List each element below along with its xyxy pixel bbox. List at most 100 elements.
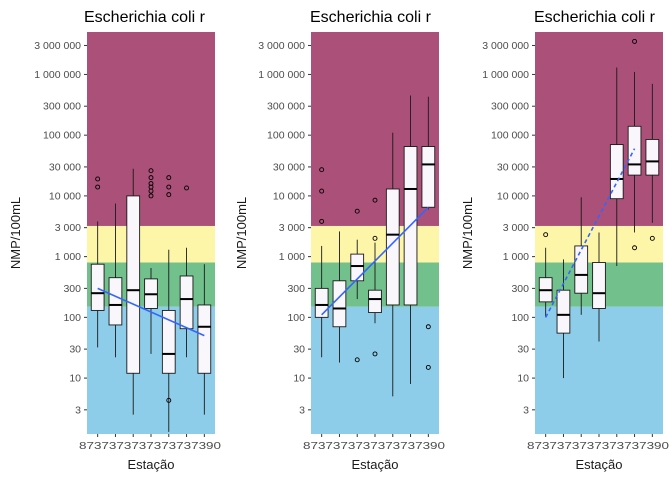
y-tick-label: 3 [523,404,529,416]
y-tick-label: 10 000 [49,190,81,202]
y-tick-label: 3 000 [55,222,81,234]
outlier-point [372,197,378,203]
y-tick-label: 300 [287,283,305,295]
chart-panel-2: 3 10 30 100 300 1 000 3 000 10 000 30 000 100 000… [234,9,445,472]
outlier-point [372,235,378,241]
y-tick-label: 300 [63,283,81,295]
y-tick-label: 100 000 [267,130,305,142]
y-tick-label: 3 000 000 [34,40,81,52]
y-tick-label: 10 [293,373,305,385]
y-tick-label: 1 000 000 [34,69,81,81]
y-tick-label: 1 000 000 [258,69,305,81]
trend-line [97,287,205,337]
box-87390 [161,175,176,432]
box-87380 [592,232,606,342]
y-tick-label: 1 000 [503,251,529,263]
zone-excellent [311,306,439,434]
y-tick-label: 100 [511,312,529,324]
y-axis-label: NMP/100mL [460,197,475,269]
outlier-point [166,397,172,403]
box-87350 [538,232,553,318]
trend-line [321,206,429,316]
y-tick-label: 30 000 [497,161,529,173]
box-87350 [314,167,329,358]
y-tick-label: 100 [287,312,305,324]
panel-title: Escherichia coli r [84,9,206,26]
box-iqr [314,287,329,318]
outlier-point [148,193,154,199]
outlier-point [166,184,172,190]
box-iqr [385,188,400,306]
box-87390 [609,67,624,267]
y-tick-label: 3 000 [503,222,529,234]
outlier-point [148,184,154,190]
y-tick-label: 300 000 [267,101,305,113]
y-tick-label: 3 000 000 [482,40,529,52]
outlier-point [425,324,431,330]
x-tick-labels: 8737373737373737390 [527,440,669,452]
y-tick-label: 3 [299,404,305,416]
outlier-point [372,351,378,357]
box-iqr [574,245,589,294]
box-iqr [90,263,105,311]
y-tick-label: 10 [517,373,529,385]
box-iqr [368,289,382,313]
outlier-point [148,168,154,174]
box-87350 [90,176,105,348]
box-87370 [126,168,141,415]
outlier-point [166,192,172,198]
y-tick-label: 300 000 [43,101,81,113]
y-tick-label: 10 000 [273,190,305,202]
y-tick-label: 100 000 [491,130,529,142]
box-87410 [645,83,660,241]
outlier-point [543,232,549,238]
x-tick-labels: 8737373737373737390 [79,440,221,452]
trend-line [544,148,636,318]
x-axis-label: Estação [576,457,623,472]
zone-high [535,32,663,226]
y-tick-label: 100 [63,312,81,324]
y-tick-label: 3 000 [279,222,305,234]
y-tick-label: 30 [69,344,81,356]
box-87410 [197,264,212,415]
outlier-point [649,235,655,241]
box-87400 [627,38,642,251]
y-tick-label: 10 [69,373,81,385]
box-iqr [161,309,176,374]
y-tick-label: 3 000 000 [258,40,305,52]
outlier-point [319,218,325,224]
outlier-point [354,357,360,363]
zone-moderate [87,225,215,263]
chart-panel-1: 3 10 30 100 300 1 000 3 000 10 000 30 000 100 000… [8,9,221,472]
box-87360 [108,203,123,358]
y-tick-label: 300 [511,283,529,295]
outlier-point [319,188,325,194]
box-iqr [332,280,347,328]
x-axis-label: Estação [128,457,175,472]
zone-high [311,32,439,226]
y-tick-label: 30 [517,344,529,356]
panel-title: Escherichia coli r [534,9,656,26]
box-iqr [556,289,571,334]
y-tick-label: 1 000 [279,251,305,263]
box-iqr [592,262,606,309]
outlier-point [632,245,638,251]
box-87370 [350,208,365,363]
y-tick-label: 10 000 [497,190,529,202]
y-tick-label: 30 [293,344,305,356]
y-axis-label: NMP/100mL [234,197,249,269]
box-87360 [332,231,347,363]
box-iqr [126,195,141,374]
y-tick-label: 30 000 [273,161,305,173]
outlier-point [425,364,431,370]
outlier-point [166,175,172,181]
y-axis-label: NMP/100mL [8,197,23,269]
y-tick-label: 1 000 000 [482,69,529,81]
y-tick-label: 100 000 [43,130,81,142]
box-iqr [197,304,212,374]
box-87380 [368,197,382,357]
box-87390 [385,132,400,397]
box-iqr [645,139,660,176]
chart-panel-3: 3 10 30 100 300 1 000 3 000 10 000 30 000 100 000… [460,9,669,472]
